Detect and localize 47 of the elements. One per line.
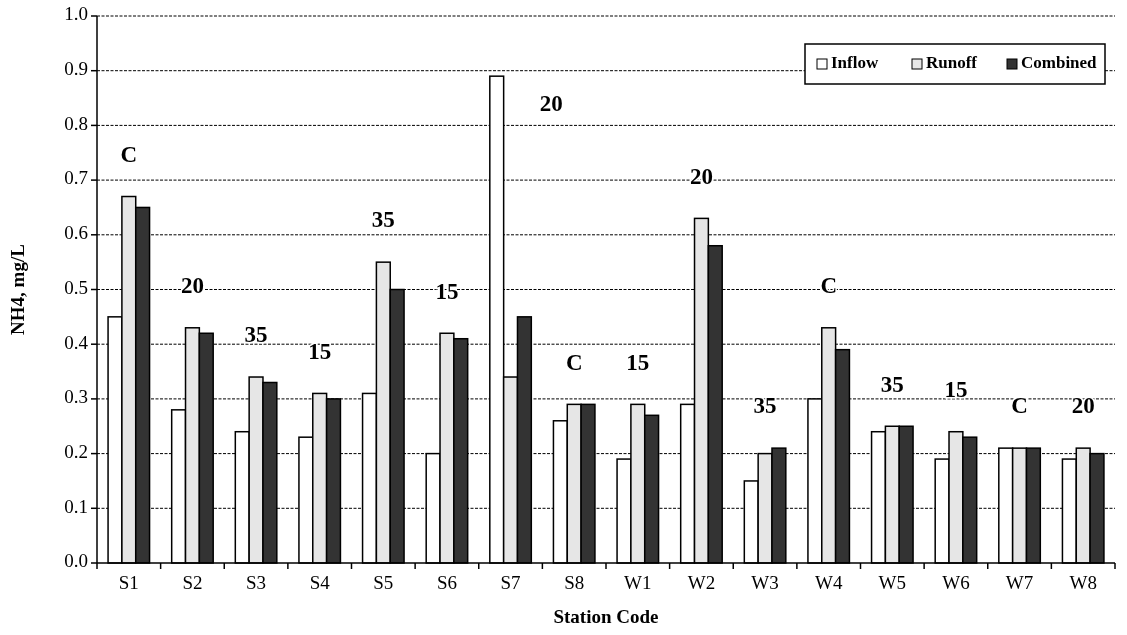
x-tick-label: W2 <box>687 572 716 593</box>
y-tick-label: 0.9 <box>64 58 88 80</box>
x-tick-label: S5 <box>373 572 394 593</box>
annotation: 35 <box>753 393 777 419</box>
x-tick-label: S3 <box>246 572 267 593</box>
y-tick-label: 1.0 <box>64 3 88 25</box>
x-tick-label: S7 <box>500 572 521 593</box>
annotation: 15 <box>626 349 650 375</box>
y-axis-title: NH4, mg/L <box>7 244 28 335</box>
x-tick-label: W8 <box>1069 572 1097 593</box>
x-tick-label: S6 <box>436 572 457 593</box>
annotation: 35 <box>880 371 904 397</box>
x-tick-label: W3 <box>751 572 779 593</box>
annotation: 15 <box>944 377 968 402</box>
annotation: 35 <box>371 207 395 233</box>
annotation: 20 <box>1071 393 1095 419</box>
annotation: C <box>1011 393 1028 419</box>
annotation: 35 <box>244 322 268 348</box>
x-tick-label: S8 <box>564 572 585 593</box>
x-tick-label: S2 <box>182 572 203 593</box>
legend-label: Combined <box>1021 52 1098 72</box>
x-tick-label: W4 <box>814 572 843 593</box>
x-axis-title: Station Code <box>553 606 659 627</box>
annotation: C <box>120 141 138 167</box>
x-tick-label: W6 <box>942 572 970 593</box>
y-tick-label: 0.7 <box>64 167 88 189</box>
y-tick-label: 0.8 <box>64 112 88 134</box>
legend-label: Runoff <box>926 52 978 72</box>
annotation: C <box>820 273 837 299</box>
x-tick-label: W1 <box>624 572 652 593</box>
annotation: 20 <box>180 273 204 299</box>
y-tick-label: 0.4 <box>64 331 89 353</box>
y-tick-label: 0.5 <box>64 276 88 298</box>
x-tick-label: S1 <box>118 572 139 593</box>
x-tick-label: W5 <box>878 572 907 593</box>
y-tick-label: 0.2 <box>64 440 88 462</box>
y-tick-label: 0.6 <box>64 222 88 244</box>
legend-label: Inflow <box>831 52 879 72</box>
annotation: C <box>565 349 583 375</box>
y-tick-label: 0.3 <box>64 386 88 408</box>
y-tick-label: 0.1 <box>64 495 88 517</box>
x-tick-label: W7 <box>1005 572 1034 593</box>
annotation: 15 <box>435 278 459 304</box>
y-tick-label: 0.0 <box>64 550 88 572</box>
annotation: 20 <box>539 91 563 117</box>
x-tick-label: S4 <box>309 572 331 593</box>
annotation: 15 <box>308 338 332 364</box>
